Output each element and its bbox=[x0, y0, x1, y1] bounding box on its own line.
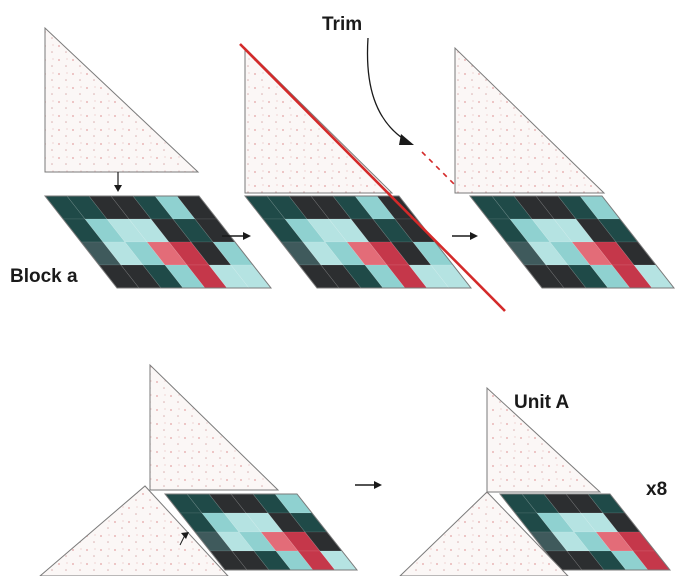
trimmed-block-step-3 bbox=[468, 195, 676, 289]
pieced-strip-left bbox=[163, 493, 359, 571]
block-outline bbox=[43, 195, 273, 289]
right-arrow-2 bbox=[452, 232, 478, 240]
right-arrow-1 bbox=[222, 232, 251, 240]
unit-a-label: Unit A bbox=[514, 392, 570, 413]
background-triangle-step-1 bbox=[44, 26, 200, 173]
down-arrow-step-1 bbox=[114, 172, 122, 192]
background-triangle-upper-left bbox=[149, 363, 280, 491]
block-outline bbox=[468, 195, 676, 289]
pieced-block-a bbox=[43, 195, 273, 289]
block-a-label: Block a bbox=[10, 266, 78, 287]
block-outline bbox=[163, 493, 359, 571]
right-arrow-3 bbox=[355, 481, 382, 489]
multiplier-label: x8 bbox=[646, 479, 667, 500]
pieced-strip-unit-a bbox=[498, 493, 672, 571]
trim-dash-line bbox=[421, 151, 459, 189]
pieced-block-step-2 bbox=[243, 195, 473, 289]
background-triangle-lower-left bbox=[39, 485, 229, 576]
up-arrow-left bbox=[179, 532, 189, 546]
background-triangle-unit-a-bottom bbox=[399, 491, 569, 576]
trim-callout-arrow bbox=[366, 37, 414, 145]
background-triangle-step-3 bbox=[454, 46, 606, 194]
trim-label: Trim bbox=[322, 14, 362, 35]
block-outline bbox=[243, 195, 473, 289]
background-triangle-unit-a-top bbox=[486, 386, 602, 493]
trim-line bbox=[239, 43, 506, 312]
block-outline bbox=[498, 493, 672, 571]
